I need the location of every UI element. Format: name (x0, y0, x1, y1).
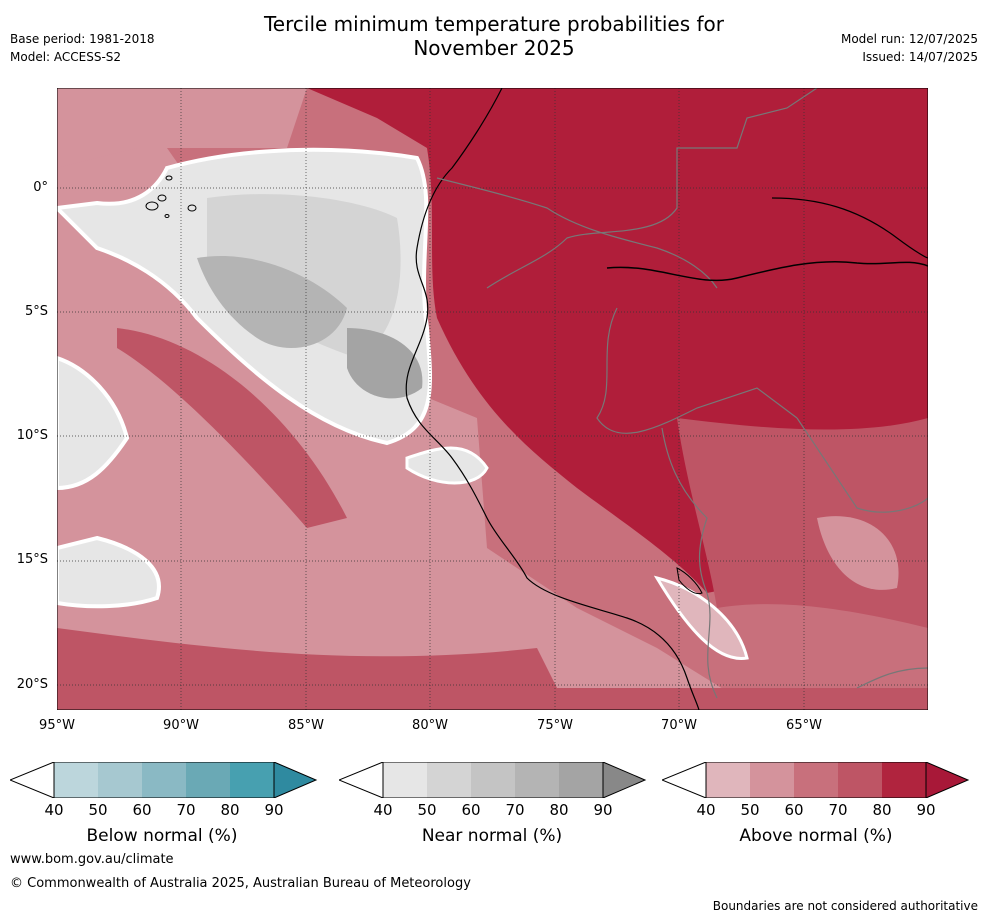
near-normal-coastal-patch (405, 446, 489, 485)
below-normal-title: Below normal (%) (86, 826, 238, 846)
near-tick-90: 90 (593, 801, 613, 819)
above-normal-swatch (794, 762, 838, 798)
above-normal-lower-arrow (662, 762, 707, 798)
copyright-text: © Commonwealth of Australia 2025, Austra… (10, 876, 471, 891)
near-tick-50: 50 (417, 801, 437, 819)
above-tick-80: 80 (872, 801, 892, 819)
below-normal-lower-arrow (10, 762, 55, 798)
lon-label-80w: 80°W (412, 718, 448, 733)
near-tick-60: 60 (461, 801, 481, 819)
ocean-dark-streak (117, 328, 347, 528)
lat-label-5s: 5°S (24, 304, 48, 319)
north-light-band (57, 88, 307, 168)
graticule (57, 88, 928, 710)
below-normal-colorbar (10, 762, 318, 798)
lat-label-20s: 20°S (16, 677, 48, 692)
near-normal-swatch (559, 762, 603, 798)
below-tick-40: 40 (44, 801, 64, 819)
maranon-river (771, 197, 928, 259)
above-normal-colorbar (662, 762, 970, 798)
near-normal-peak-region (347, 328, 423, 399)
lon-label-90w: 90°W (163, 718, 199, 733)
below-normal-swatch (230, 762, 274, 798)
below-normal-swatch (54, 762, 98, 798)
below-tick-70: 70 (176, 801, 196, 819)
above-tick-50: 50 (740, 801, 760, 819)
above-normal-title: Above normal (%) (739, 826, 893, 846)
southern-edge-band (57, 688, 928, 710)
country-borders (436, 88, 928, 699)
lon-label-70w: 70°W (661, 718, 697, 733)
above-normal-swatch (838, 762, 882, 798)
bom-url-link[interactable]: www.bom.gov.au/climate (10, 852, 174, 867)
near-normal-swatch (427, 762, 471, 798)
lon-label-65w: 65°W (786, 718, 822, 733)
above-tick-60: 60 (784, 801, 804, 819)
model-info: Base period: 1981-2018 Model: ACCESS-S2 (10, 30, 155, 66)
below-tick-90: 90 (264, 801, 284, 819)
near-normal-west-region (57, 355, 130, 491)
above-tick-70: 70 (828, 801, 848, 819)
near-tick-40: 40 (373, 801, 393, 819)
above-tick-40: 40 (696, 801, 716, 819)
above-normal-upper-arrow (925, 762, 970, 798)
lon-label-85w: 85°W (288, 718, 324, 733)
coastline (405, 88, 700, 710)
run-info: Model run: 12/07/2025 Issued: 14/07/2025 (841, 30, 978, 66)
above-normal-swatch (706, 762, 750, 798)
title-line-1: Tercile minimum temperature probabilitie… (263, 12, 725, 36)
above-tick-90: 90 (916, 801, 936, 819)
near-normal-swatch (383, 762, 427, 798)
below-tick-60: 60 (132, 801, 152, 819)
probability-map (57, 88, 928, 710)
bolivia-light-patch (817, 516, 899, 590)
lon-label-95w: 95°W (39, 718, 75, 733)
southern-dark-streak (57, 628, 557, 700)
issued-text: Issued: 14/07/2025 (862, 50, 978, 64)
near-normal-mid-region (207, 194, 401, 358)
below-normal-swatch (142, 762, 186, 798)
near-normal-swatch (471, 762, 515, 798)
galapagos-islands (145, 175, 197, 218)
map-canvas (57, 88, 928, 710)
below-tick-50: 50 (88, 801, 108, 819)
below-normal-upper-arrow (273, 762, 318, 798)
near-normal-swatch (515, 762, 559, 798)
near-normal-southwest-region (57, 535, 161, 609)
below-normal-swatch (98, 762, 142, 798)
lat-label-0: 0° (33, 180, 48, 195)
lon-label-75w: 75°W (537, 718, 573, 733)
boundary-disclaimer: Boundaries are not considered authoritat… (712, 899, 978, 913)
near-normal-high-region (197, 256, 347, 348)
below-tick-80: 80 (220, 801, 240, 819)
title-line-2: November 2025 (413, 36, 575, 60)
model-text: Model: ACCESS-S2 (10, 50, 122, 64)
lat-label-15s: 15°S (16, 552, 48, 567)
near-normal-colorbar (339, 762, 647, 798)
model-run-text: Model run: 12/07/2025 (840, 32, 978, 46)
north-dark-region (307, 88, 427, 148)
above-normal-swatch (750, 762, 794, 798)
lake-titicaca (676, 567, 703, 595)
near-normal-lower-arrow (339, 762, 384, 798)
near-tick-70: 70 (505, 801, 525, 819)
base-period-text: Base period: 1981-2018 (10, 32, 155, 46)
map-title: Tercile minimum temperature probabilitie… (0, 12, 988, 60)
near-normal-title: Near normal (%) (421, 826, 563, 846)
near-tick-80: 80 (549, 801, 569, 819)
amazon-river (606, 260, 928, 282)
lat-label-10s: 10°S (16, 428, 48, 443)
above-normal-swatch (882, 762, 926, 798)
below-normal-swatch (186, 762, 230, 798)
near-normal-upper-arrow (602, 762, 647, 798)
